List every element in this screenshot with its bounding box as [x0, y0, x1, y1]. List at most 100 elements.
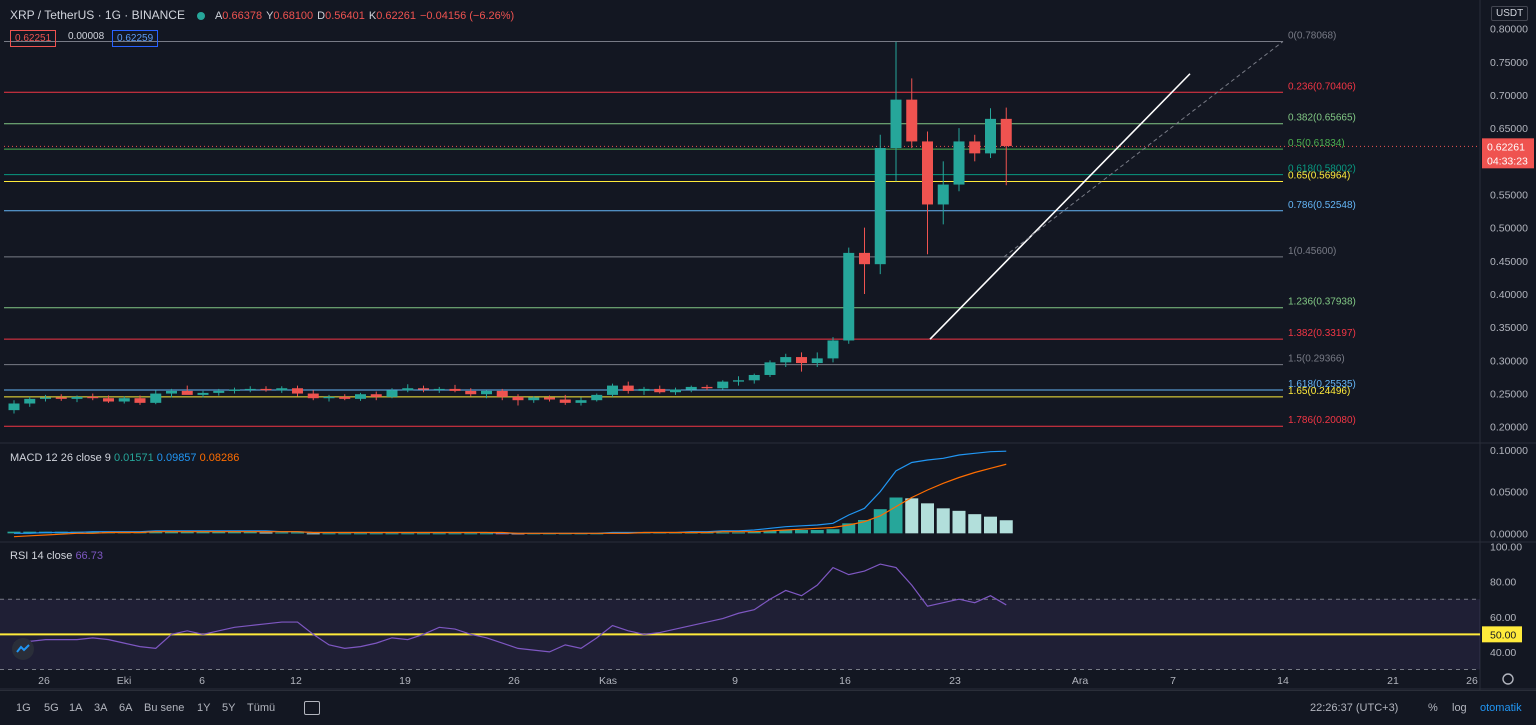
macd-tick-label: 0.10000 — [1490, 445, 1528, 457]
price-tick-label: 0.65000 — [1490, 123, 1528, 135]
price-tick-label: 0.40000 — [1490, 289, 1528, 301]
rsi-tick-label: 50.00 — [1490, 629, 1516, 641]
fib-label: 1(0.45600) — [1288, 246, 1336, 257]
sell-price[interactable]: 0.62251 — [10, 30, 57, 47]
candle-body — [733, 380, 744, 382]
price-chart[interactable]: 0(0.78068) 0.236(0.70406) 0.382(0.65665) 0.… — [0, 0, 1536, 690]
tradingview-logo-icon[interactable] — [12, 638, 34, 660]
range-6a[interactable]: 6A — [119, 702, 133, 714]
price-tick-label: 0.25000 — [1490, 389, 1528, 401]
candle-body — [8, 403, 20, 411]
macd-hist-bar — [763, 530, 777, 534]
rsi-tick-label: 80.00 — [1490, 577, 1516, 589]
time-tick-label: 6 — [199, 675, 205, 687]
price-tick-label: 0.45000 — [1490, 256, 1528, 268]
macd-hist-bar — [999, 520, 1013, 534]
fib-label: 1.786(0.20080) — [1288, 415, 1356, 426]
candle-body — [402, 388, 414, 391]
symbol-header: XRP / TetherUS · 1G · BINANCE A0.66378 Y0.… — [10, 8, 518, 22]
auto-toggle[interactable]: otomatik — [1480, 702, 1522, 714]
rsi-legend[interactable]: RSI 14 close 66.73 — [10, 550, 103, 562]
macd-hist-bar — [716, 532, 730, 534]
macd-hist-bar — [905, 498, 919, 534]
candle-body — [307, 393, 319, 399]
candle-body — [859, 252, 870, 265]
price-tick-label: 0.20000 — [1490, 422, 1528, 434]
time-tick-label: 9 — [732, 675, 738, 687]
percent-toggle[interactable]: % — [1428, 702, 1438, 714]
change-value: −0.04156 (−6.26%) — [420, 10, 515, 22]
range-1y[interactable]: 1Y — [197, 702, 211, 714]
fib-label: 1.382(0.33197) — [1288, 328, 1356, 339]
candle-body — [87, 396, 99, 399]
candle-body — [559, 399, 571, 403]
range-1g[interactable]: 1G — [16, 702, 31, 714]
macd-hist-bar — [385, 533, 399, 535]
macd-hist-bar — [259, 532, 273, 534]
time-tick-label: 19 — [399, 675, 411, 687]
fib-label: 0.382(0.65665) — [1288, 113, 1356, 124]
macd-hist-bar — [306, 533, 320, 535]
candle-body — [544, 397, 555, 400]
range-5g[interactable]: 5G — [44, 702, 59, 714]
macd-hist-bar — [889, 497, 903, 534]
buy-price[interactable]: 0.62259 — [112, 30, 159, 47]
candle-body — [449, 388, 461, 391]
candle-body — [780, 357, 792, 363]
candle-body — [386, 390, 398, 397]
clock[interactable]: 22:26:37 (UTC+3) — [1310, 702, 1399, 714]
price-tick-label: 0.80000 — [1490, 24, 1528, 36]
range-3a[interactable]: 3A — [94, 702, 108, 714]
fib-label: 0.618(0.58002) — [1288, 164, 1356, 175]
macd-hist-bar — [165, 531, 178, 534]
log-toggle[interactable]: log — [1452, 702, 1467, 714]
rsi-tick-label: 100.00 — [1490, 542, 1522, 554]
settings-gear-icon[interactable] — [1502, 673, 1514, 685]
fib-label: 1.618(0.25535) — [1288, 379, 1356, 390]
price-tick-label: 0.55000 — [1490, 190, 1528, 202]
candle-body — [607, 385, 618, 395]
date-range-icon[interactable] — [304, 701, 320, 715]
fib-label: 1.236(0.37938) — [1288, 297, 1356, 308]
fib-anchor-line — [1003, 41, 1284, 258]
candle-body — [969, 141, 981, 154]
candle-body — [922, 141, 933, 205]
macd-hist-bar — [212, 531, 226, 534]
last-price-value: 0.62261 — [1487, 141, 1525, 153]
candle-body — [512, 396, 524, 401]
range-all[interactable]: Tümü — [247, 702, 276, 714]
macd-hist-bar — [795, 530, 808, 534]
macd-hist-bar — [338, 533, 352, 535]
range-ytd[interactable]: Bu sene — [144, 702, 185, 714]
range-5y[interactable]: 5Y — [222, 702, 236, 714]
macd-line-value: 0.09857 — [156, 452, 197, 464]
candle-body — [40, 397, 51, 399]
candle-body — [481, 390, 492, 395]
macd-hist-bar — [180, 531, 194, 534]
currency-button[interactable]: USDT — [1491, 6, 1529, 21]
candle-body — [575, 400, 587, 403]
macd-hist-bar — [291, 532, 304, 534]
macd-hist-bar — [936, 508, 950, 534]
macd-legend[interactable]: MACD 12 26 close 9 0.01571 0.09857 0.082… — [10, 452, 239, 464]
candle-body — [701, 386, 713, 389]
candle-body — [670, 389, 681, 393]
macd-hist-bar — [432, 533, 446, 535]
fib-label: 0(0.78068) — [1288, 30, 1336, 41]
candle-body — [118, 398, 130, 402]
symbol-name[interactable]: XRP / TetherUS · 1G · BINANCE — [10, 8, 185, 22]
candle-body — [71, 396, 83, 399]
macd-hist-bar — [369, 533, 383, 535]
open-value: 0.66378 — [222, 10, 263, 22]
candle-body — [654, 388, 666, 393]
range-1a[interactable]: 1A — [69, 702, 83, 714]
macd-hist-bar — [23, 531, 37, 534]
macd-tick-label: 0.05000 — [1490, 487, 1528, 499]
macd-hist-bar — [747, 531, 761, 534]
macd-hist-bar — [275, 532, 289, 534]
candle-body — [323, 396, 335, 399]
macd-hist-bar — [984, 516, 997, 534]
macd-hist-bar — [842, 523, 856, 534]
macd-hist-bar — [921, 503, 934, 534]
macd-hist-bar — [196, 531, 210, 534]
